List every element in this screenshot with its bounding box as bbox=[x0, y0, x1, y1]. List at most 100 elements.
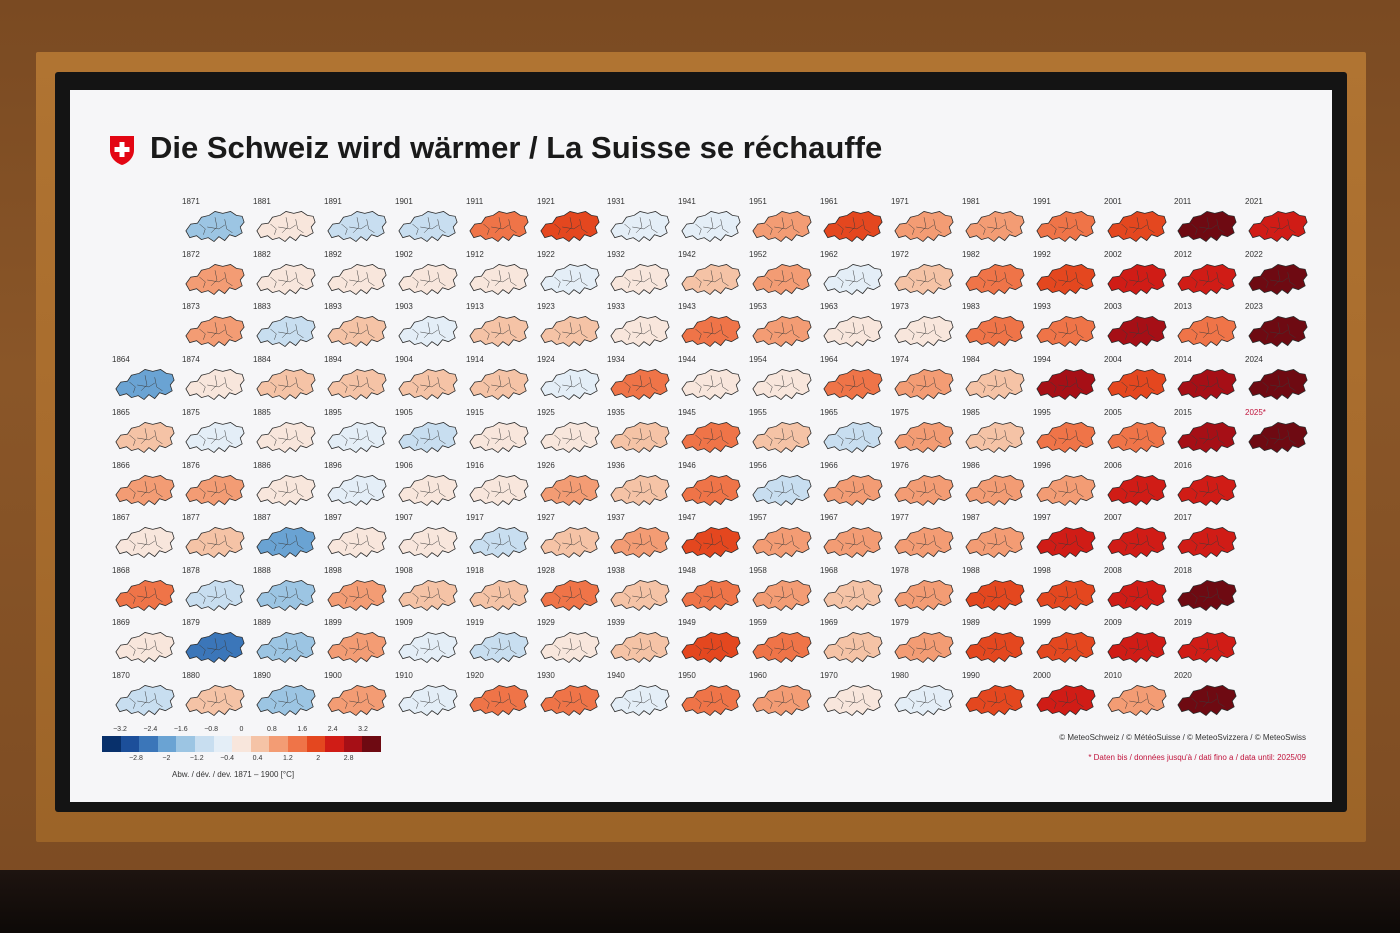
year-label: 2024 bbox=[1245, 355, 1263, 364]
year-label: 2025* bbox=[1245, 408, 1266, 417]
year-label: 1874 bbox=[182, 355, 200, 364]
year-map-cell: 1886 bbox=[251, 461, 323, 513]
year-map-cell: 1989 bbox=[960, 618, 1032, 670]
switzerland-map-icon bbox=[1036, 264, 1096, 296]
switzerland-map-icon bbox=[610, 632, 670, 664]
switzerland-map-icon bbox=[185, 475, 245, 507]
legend-tick-lower: 2.8 bbox=[343, 755, 354, 762]
year-map-cell: 1940 bbox=[605, 671, 677, 723]
year-label: 1984 bbox=[962, 355, 980, 364]
switzerland-map-icon bbox=[327, 527, 387, 559]
year-label: 1942 bbox=[678, 250, 696, 259]
switzerland-map-icon bbox=[965, 580, 1025, 612]
year-map-cell: 1917 bbox=[464, 513, 536, 565]
year-label: 1948 bbox=[678, 566, 696, 575]
year-map-cell: 1976 bbox=[889, 461, 961, 513]
year-map-cell: 1948 bbox=[676, 566, 748, 618]
switzerland-map-icon bbox=[1177, 369, 1237, 401]
year-label: 1867 bbox=[112, 513, 130, 522]
switzerland-map-icon bbox=[1107, 422, 1167, 454]
year-map-cell: 1908 bbox=[393, 566, 465, 618]
switzerland-map-icon bbox=[540, 685, 600, 717]
year-map-cell: 2017 bbox=[1172, 513, 1244, 565]
year-label: 1926 bbox=[537, 461, 555, 470]
switzerland-map-icon bbox=[185, 369, 245, 401]
switzerland-map-icon bbox=[398, 422, 458, 454]
year-label: 1939 bbox=[607, 618, 625, 627]
switzerland-map-icon bbox=[1036, 211, 1096, 243]
switzerland-map-icon bbox=[610, 580, 670, 612]
year-map-cell: 1998 bbox=[1031, 566, 1103, 618]
year-label: 1897 bbox=[324, 513, 342, 522]
switzerland-map-icon bbox=[469, 527, 529, 559]
year-label: 1899 bbox=[324, 618, 342, 627]
year-label: 1999 bbox=[1033, 618, 1051, 627]
year-label: 1963 bbox=[820, 302, 838, 311]
year-map-cell: 1962 bbox=[818, 250, 890, 302]
year-map-cell: 1915 bbox=[464, 408, 536, 460]
year-label: 1976 bbox=[891, 461, 909, 470]
year-label: 1959 bbox=[749, 618, 767, 627]
year-label: 1940 bbox=[607, 671, 625, 680]
year-label: 1988 bbox=[962, 566, 980, 575]
year-map-cell: 1991 bbox=[1031, 197, 1103, 249]
year-map-cell: 1967 bbox=[818, 513, 890, 565]
year-label: 1927 bbox=[537, 513, 555, 522]
year-label: 1937 bbox=[607, 513, 625, 522]
switzerland-map-icon bbox=[1036, 369, 1096, 401]
year-map-cell: 2016 bbox=[1172, 461, 1244, 513]
switzerland-map-icon bbox=[469, 580, 529, 612]
switzerland-map-icon bbox=[610, 685, 670, 717]
year-label: 1872 bbox=[182, 250, 200, 259]
year-label: 1960 bbox=[749, 671, 767, 680]
year-map-cell: 1950 bbox=[676, 671, 748, 723]
switzerland-map-icon bbox=[1177, 422, 1237, 454]
switzerland-map-icon bbox=[823, 475, 883, 507]
switzerland-map-icon bbox=[610, 211, 670, 243]
year-label: 1896 bbox=[324, 461, 342, 470]
year-map-cell: 1934 bbox=[605, 355, 677, 407]
year-map-cell: 1986 bbox=[960, 461, 1032, 513]
legend-swatch bbox=[213, 736, 233, 752]
legend-tick-lower: 0.4 bbox=[252, 755, 263, 762]
year-label: 1941 bbox=[678, 197, 696, 206]
year-map-cell: 1977 bbox=[889, 513, 961, 565]
year-label: 1989 bbox=[962, 618, 980, 627]
year-label: 1945 bbox=[678, 408, 696, 417]
year-label: 1912 bbox=[466, 250, 484, 259]
switzerland-map-icon bbox=[185, 422, 245, 454]
year-map-cell: 1890 bbox=[251, 671, 323, 723]
year-map-cell: 2021 bbox=[1243, 197, 1315, 249]
switzerland-map-icon bbox=[1107, 632, 1167, 664]
year-label: 1864 bbox=[112, 355, 130, 364]
year-label: 1907 bbox=[395, 513, 413, 522]
switzerland-map-icon bbox=[115, 527, 175, 559]
year-label: 2001 bbox=[1104, 197, 1122, 206]
year-map-cell: 1918 bbox=[464, 566, 536, 618]
switzerland-map-icon bbox=[1036, 475, 1096, 507]
color-legend: −3.2 −2.4 −1.6 −0.8 0 0.8 1.6 2.4 3.2 −2.8 −2 −1.2 −… bbox=[102, 726, 392, 792]
switzerland-map-icon bbox=[256, 632, 316, 664]
year-label: 1931 bbox=[607, 197, 625, 206]
year-label: 1950 bbox=[678, 671, 696, 680]
year-label: 1935 bbox=[607, 408, 625, 417]
year-label: 1891 bbox=[324, 197, 342, 206]
year-label: 1982 bbox=[962, 250, 980, 259]
year-label: 1894 bbox=[324, 355, 342, 364]
year-map-cell: 1974 bbox=[889, 355, 961, 407]
year-label: 2021 bbox=[1245, 197, 1263, 206]
year-label: 2005 bbox=[1104, 408, 1122, 417]
year-map-cell: 1884 bbox=[251, 355, 323, 407]
year-map-cell: 1874 bbox=[180, 355, 252, 407]
year-label: 1871 bbox=[182, 197, 200, 206]
switzerland-map-icon bbox=[610, 369, 670, 401]
switzerland-map-icon bbox=[398, 580, 458, 612]
switzerland-map-icon bbox=[1177, 632, 1237, 664]
year-label: 1886 bbox=[253, 461, 271, 470]
year-label: 1881 bbox=[253, 197, 271, 206]
year-label: 1873 bbox=[182, 302, 200, 311]
year-label: 2012 bbox=[1174, 250, 1192, 259]
year-map-cell: 1994 bbox=[1031, 355, 1103, 407]
year-map-cell: 1975 bbox=[889, 408, 961, 460]
switzerland-map-icon bbox=[823, 580, 883, 612]
